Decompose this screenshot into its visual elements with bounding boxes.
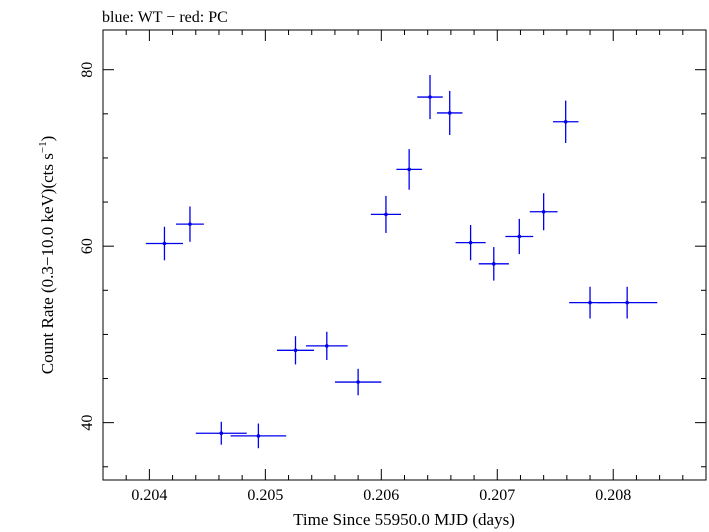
point-marker <box>625 300 629 305</box>
plot-frame <box>102 29 707 481</box>
point-marker <box>447 111 452 115</box>
point-marker <box>517 234 522 239</box>
data-point <box>230 423 287 449</box>
point-marker <box>219 431 224 436</box>
y-axis-label-main: Count Rate (0.3−10.0 keV)(cts s <box>38 153 57 374</box>
point-marker <box>428 95 432 99</box>
data-point <box>596 286 658 319</box>
x-tick-label: 0.208 <box>595 487 631 504</box>
point-marker <box>407 167 411 172</box>
data-point <box>417 75 443 120</box>
data-point <box>276 336 315 365</box>
point-marker <box>293 348 298 353</box>
data-point <box>370 195 402 233</box>
data-point <box>334 368 382 396</box>
y-tick-label: 80 <box>79 62 96 78</box>
y-tick-label: 40 <box>79 415 96 431</box>
x-tick-label: 0.205 <box>247 487 283 504</box>
x-axis-ticks: 0.204 0.205 0.206 0.207 0.208 <box>102 30 707 504</box>
point-marker <box>491 262 496 266</box>
point-marker <box>256 434 261 438</box>
point-marker <box>541 209 546 214</box>
y-tick-label: 60 <box>79 238 96 254</box>
point-marker <box>468 240 473 245</box>
x-tick-label: 0.204 <box>131 487 167 504</box>
chart-title: blue: WT − red: PC <box>102 9 228 26</box>
data-point <box>552 100 579 143</box>
data-point <box>505 218 534 255</box>
point-marker <box>588 300 592 305</box>
point-marker <box>356 380 360 384</box>
point-marker <box>384 212 388 217</box>
data-points <box>145 75 658 449</box>
data-point <box>396 149 422 190</box>
data-point <box>145 226 184 261</box>
x-axis-label: Time Since 55950.0 MJD (days) <box>293 510 515 529</box>
point-marker <box>325 344 329 348</box>
data-point <box>195 421 247 445</box>
x-tick-label: 0.207 <box>479 487 515 504</box>
y-axis-ticks: 40 60 80 <box>79 62 706 468</box>
y-axis-label: Count Rate (0.3−10.0 keV)(cts s−1) <box>37 136 57 375</box>
y-axis-label-close: ) <box>38 136 57 142</box>
y-axis-label-superscript: −1 <box>37 141 49 153</box>
point-marker <box>563 119 568 124</box>
data-point <box>305 331 348 360</box>
data-point <box>436 90 463 135</box>
data-point <box>176 206 204 242</box>
point-marker <box>162 241 167 246</box>
data-point <box>455 225 486 261</box>
data-point <box>529 193 558 231</box>
point-marker <box>188 222 192 226</box>
data-point <box>478 247 509 281</box>
x-tick-label: 0.206 <box>363 487 399 504</box>
